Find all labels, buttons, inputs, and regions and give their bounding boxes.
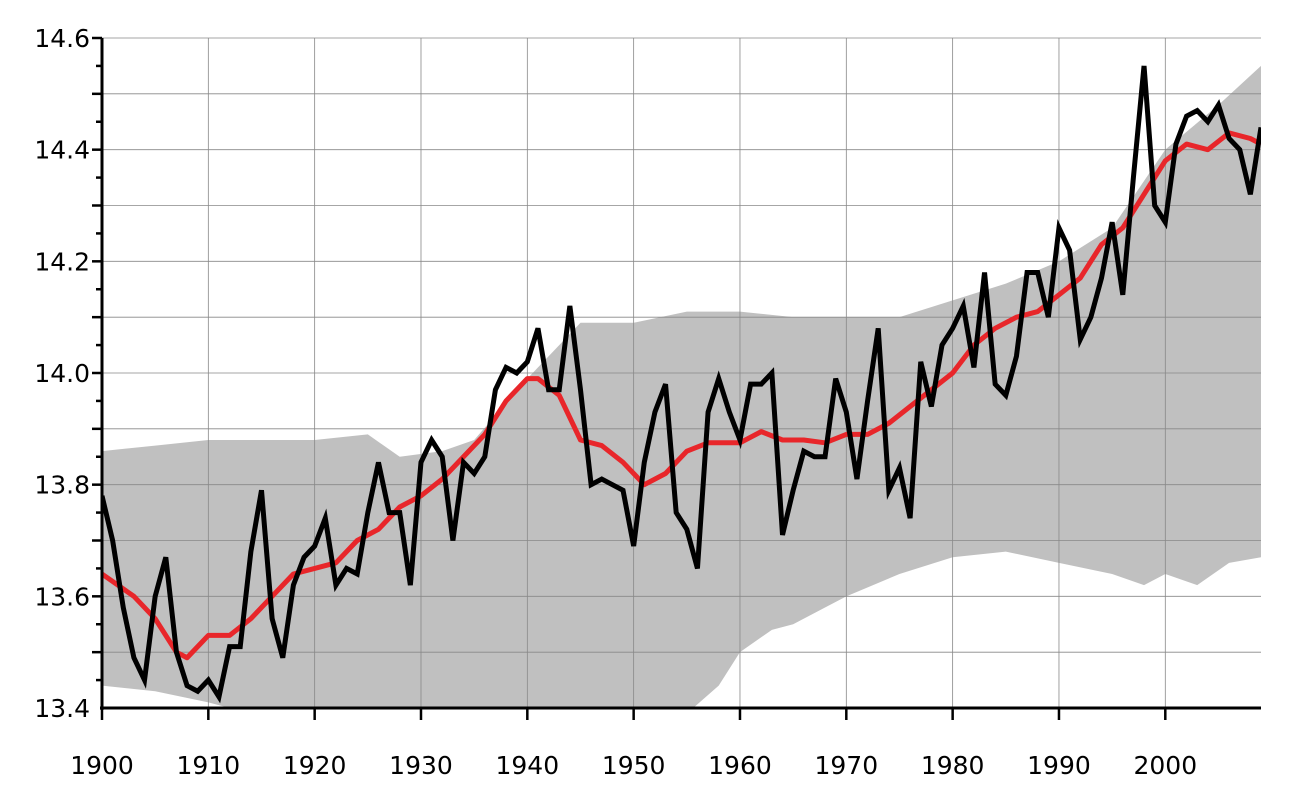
- x-tick-label: 1960: [708, 751, 772, 780]
- y-tick-label: 13.4: [34, 694, 90, 723]
- x-tick-label: 1900: [70, 751, 134, 780]
- y-tick-label: 13.6: [34, 582, 90, 611]
- x-tick-label: 1920: [283, 751, 347, 780]
- x-tick-label: 2000: [1133, 751, 1197, 780]
- x-tick-label: 1910: [177, 751, 241, 780]
- x-tick-label: 1990: [1027, 751, 1091, 780]
- y-tick-label: 14.2: [34, 247, 90, 276]
- y-tick-label: 13.8: [34, 471, 90, 500]
- x-tick-label: 1940: [496, 751, 560, 780]
- x-tick-label: 1970: [814, 751, 878, 780]
- y-tick-label: 14.0: [34, 359, 90, 388]
- x-tick-label: 1980: [921, 751, 985, 780]
- x-tick-label: 1930: [389, 751, 453, 780]
- y-tick-label: 14.4: [34, 136, 90, 165]
- x-tick-label: 1950: [602, 751, 666, 780]
- y-tick-label: 14.6: [34, 24, 90, 53]
